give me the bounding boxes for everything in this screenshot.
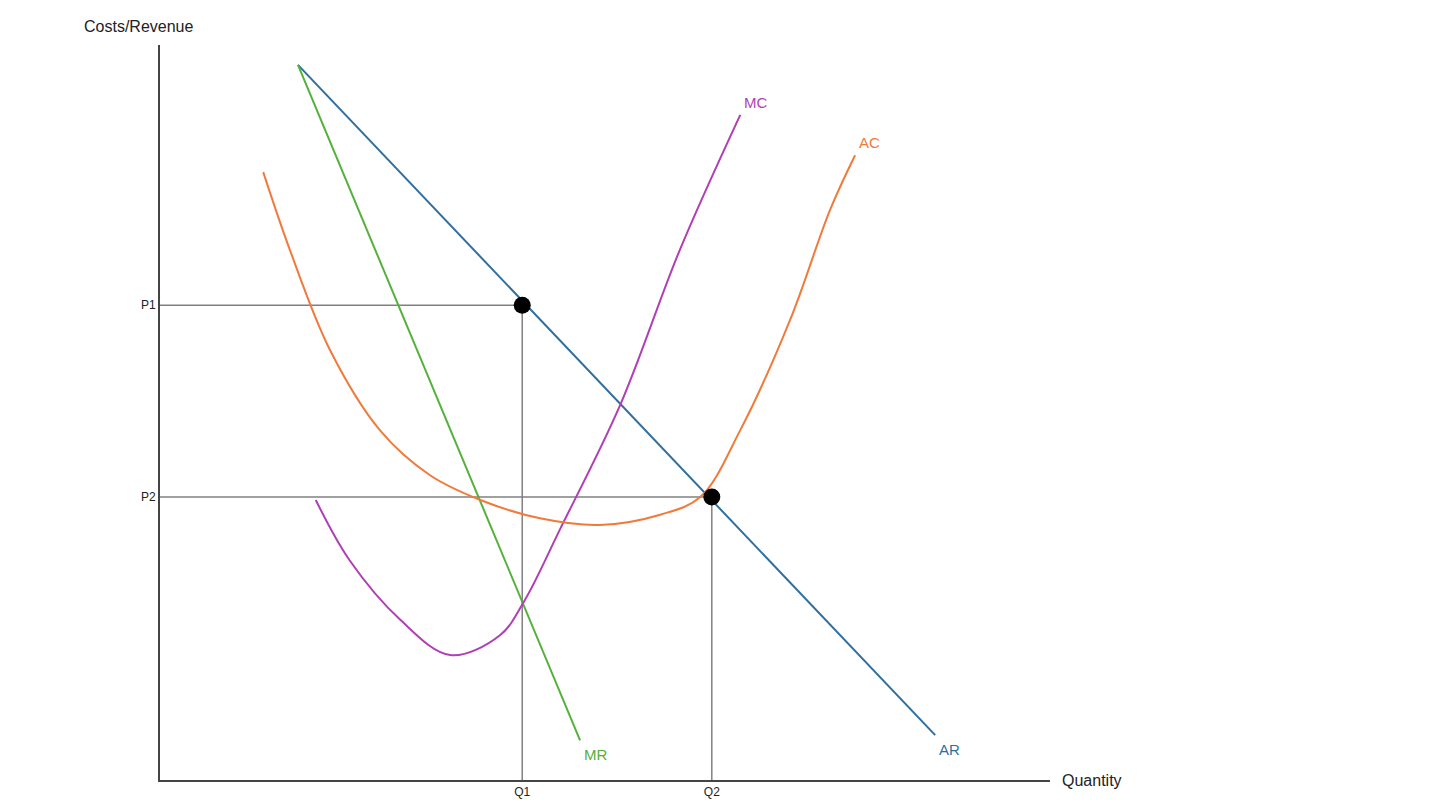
svg-text:P2: P2 [141,490,156,504]
svg-text:AR: AR [939,741,960,758]
svg-text:Q1: Q1 [514,785,530,799]
svg-text:AC: AC [859,134,880,151]
svg-text:MC: MC [744,94,767,111]
svg-text:Quantity: Quantity [1062,772,1122,789]
svg-text:Q2: Q2 [704,785,720,799]
svg-text:P1: P1 [141,298,156,312]
svg-text:Costs/Revenue: Costs/Revenue [84,18,193,35]
svg-text:MR: MR [584,746,607,763]
